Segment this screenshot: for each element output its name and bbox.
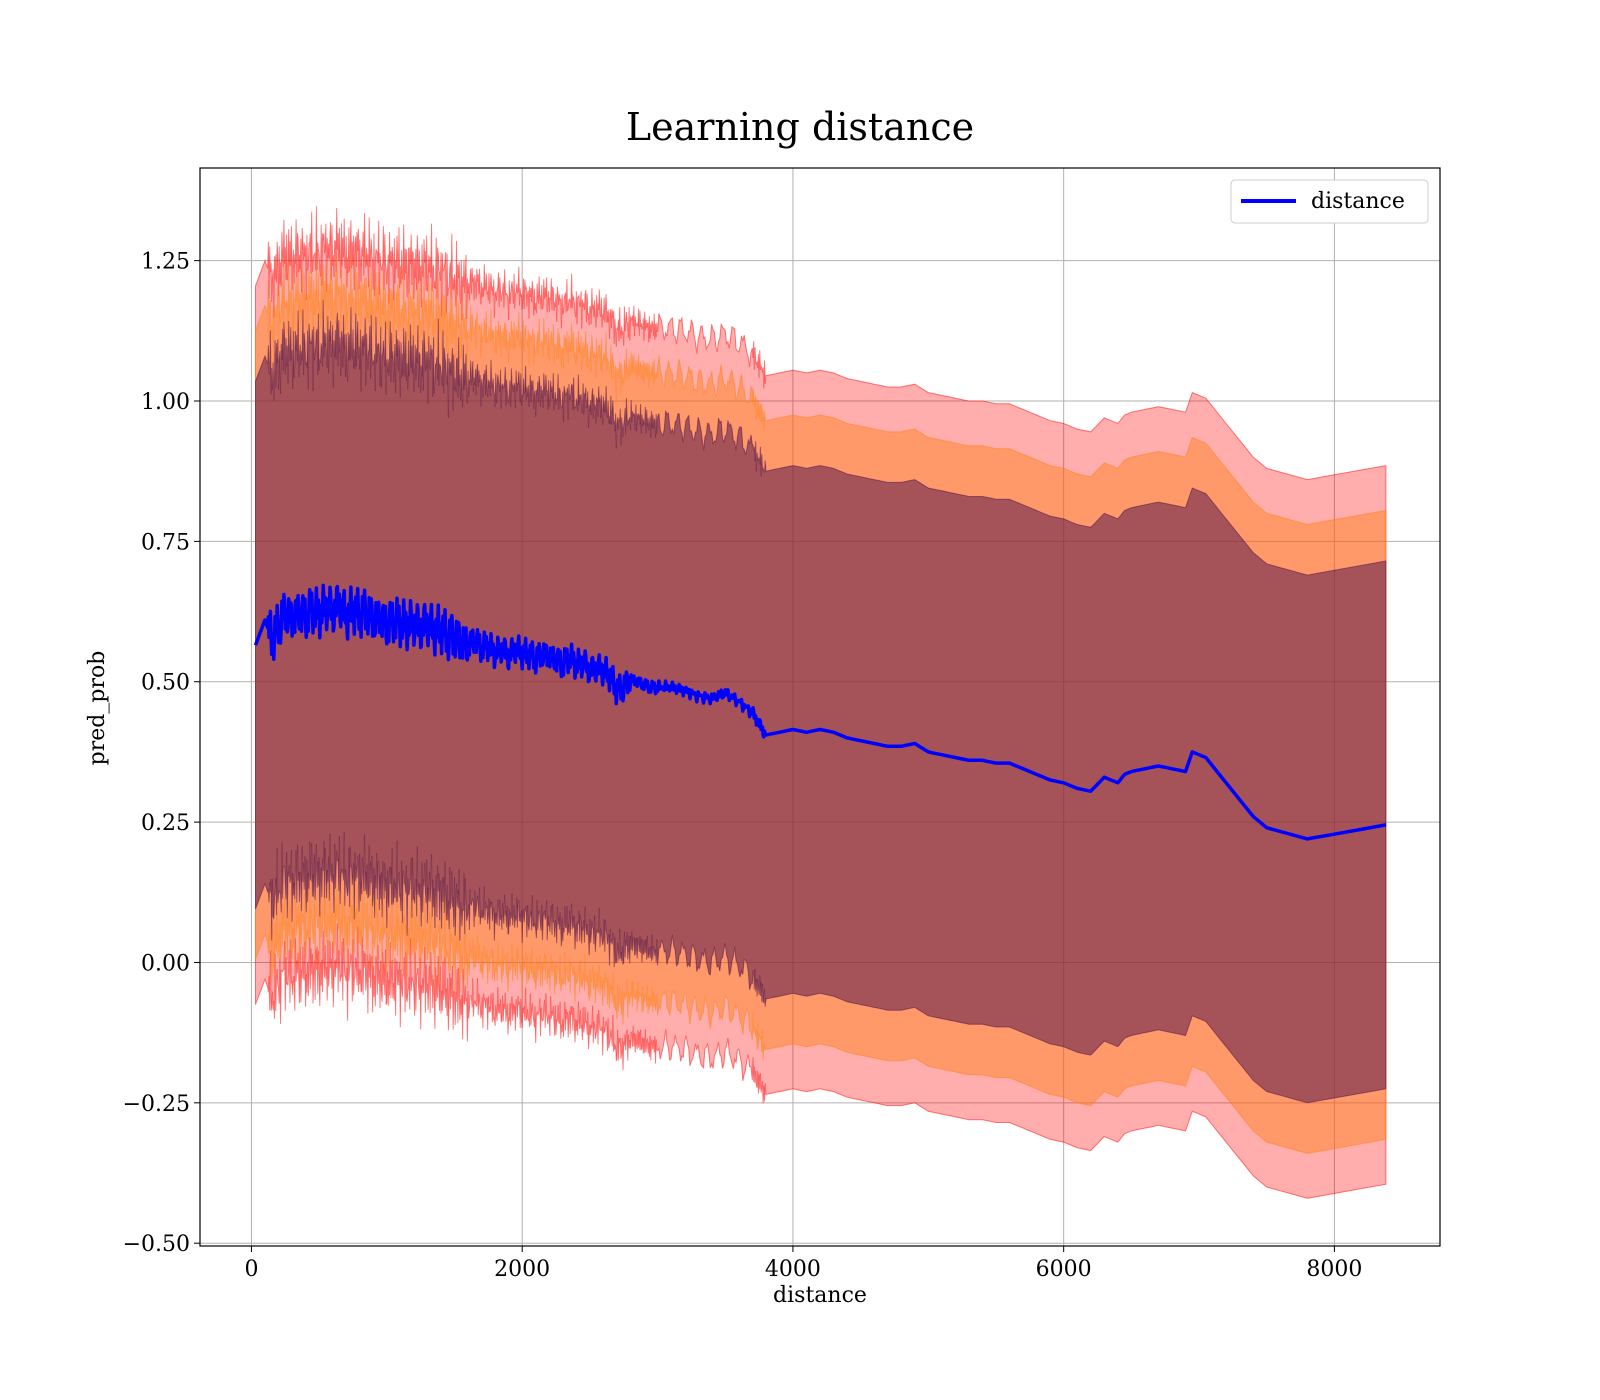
y-tick-label: 0.50 xyxy=(141,671,190,696)
y-tick-label: −0.25 xyxy=(123,1092,190,1117)
confidence-band xyxy=(255,299,1387,1104)
legend-box xyxy=(1230,179,1429,224)
y-tick-label: 1.00 xyxy=(141,390,190,415)
chart-title: Learning distance xyxy=(626,105,974,149)
x-axis-ticks: 0 2000 4000 6000 8000 xyxy=(244,1246,1362,1282)
bands xyxy=(255,206,1387,1199)
y-tick-label: 0.00 xyxy=(141,951,190,976)
x-tick-label: 4000 xyxy=(765,1257,821,1282)
series-line-distance xyxy=(253,583,1387,841)
x-axis-label: distance xyxy=(773,1283,867,1308)
y-axis-label: pred_prob xyxy=(85,651,110,766)
y-axis-ticks: −0.50 −0.25 0.00 0.25 0.50 0.75 1.00 1.25 xyxy=(123,250,200,1257)
legend: distance xyxy=(1230,179,1429,224)
legend-entry-distance: distance xyxy=(1311,189,1405,214)
x-tick-label: 8000 xyxy=(1306,1257,1362,1282)
x-tick-label: 0 xyxy=(244,1257,258,1282)
series-layer xyxy=(253,583,1387,841)
y-tick-label: 1.25 xyxy=(141,250,190,275)
x-tick-label: 2000 xyxy=(494,1257,550,1282)
y-tick-label: 0.75 xyxy=(141,530,190,555)
x-tick-label: 6000 xyxy=(1036,1257,1092,1282)
y-tick-label: −0.50 xyxy=(123,1232,190,1257)
plot-frame xyxy=(199,167,1441,1247)
y-tick-label: 0.25 xyxy=(141,811,190,836)
